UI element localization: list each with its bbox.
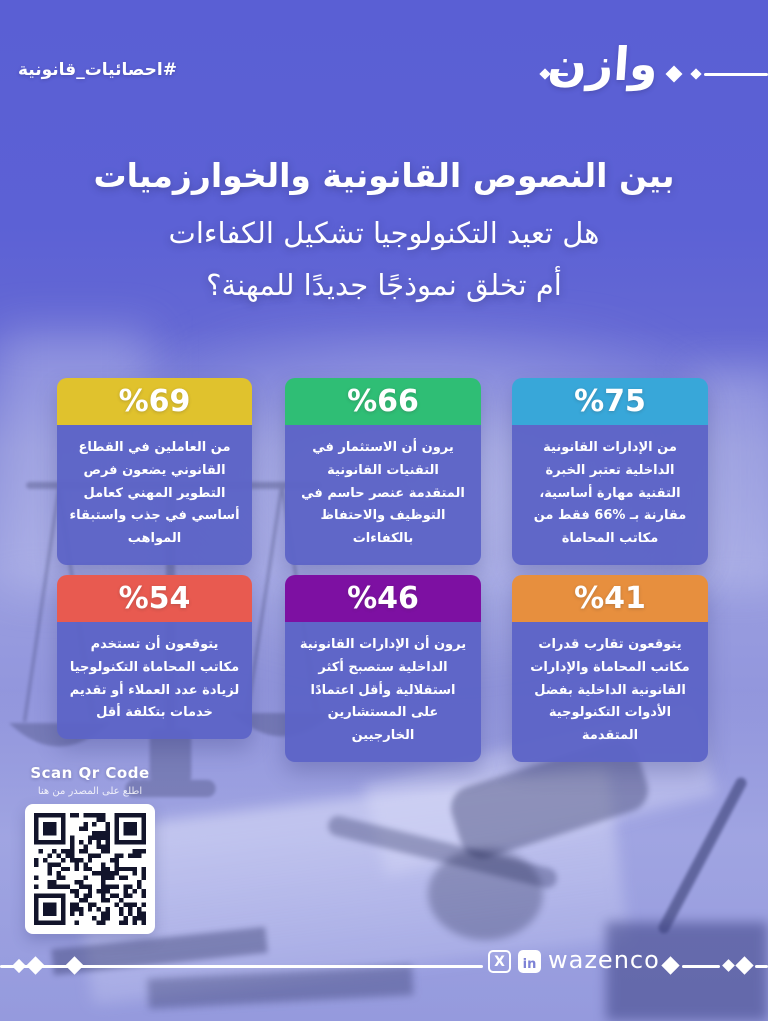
stat-card-41: %41 يتوقعون تقارب قدرات مكاتب المحاماة و… xyxy=(512,575,708,762)
hashtag-label: #احصائيات_قانونية xyxy=(18,60,177,80)
stat-value: %46 xyxy=(285,575,481,622)
stat-value: %69 xyxy=(57,378,252,425)
stat-value: %66 xyxy=(285,378,481,425)
stat-card-66: %66 يرون أن الاستثمار في التقنيات القانو… xyxy=(285,378,481,565)
logo-decoration-diamond xyxy=(665,65,683,83)
stat-description: يرون أن الإدارات القانونية الداخلية ستصب… xyxy=(285,622,481,762)
title-line-1: بين النصوص القانونية والخوارزميات xyxy=(93,156,675,195)
stat-value: %75 xyxy=(512,378,708,425)
poster-title: بين النصوص القانونية والخوارزميات هل تعي… xyxy=(0,156,768,311)
stat-card-69: %69 من العاملين في القطاع القانوني يضعون… xyxy=(57,378,252,565)
qr-title: Scan Qr Code xyxy=(30,764,150,782)
stat-value: %41 xyxy=(512,575,708,622)
logo-decoration-line xyxy=(552,73,568,76)
footer-line xyxy=(682,965,720,968)
social-handle[interactable]: wazenco xyxy=(548,946,660,974)
footer-diamond xyxy=(722,959,735,972)
footer-diamond xyxy=(65,956,84,975)
qr-subtitle: اطلع على المصدر من هنا xyxy=(37,786,143,797)
brand-logo-text: وازن xyxy=(546,37,660,91)
stat-description: من الإدارات القانونية الداخلية تعتبر الخ… xyxy=(512,425,708,565)
qr-code[interactable] xyxy=(25,804,155,934)
title-line-2: هل تعيد التكنولوجيا تشكيل الكفاءات xyxy=(168,216,600,250)
footer-diamond xyxy=(11,958,27,974)
logo-decoration-line xyxy=(704,73,768,76)
stat-description: من العاملين في القطاع القانوني يضعون فرص… xyxy=(57,425,252,565)
footer-diamond xyxy=(735,956,754,975)
stat-value: %54 xyxy=(57,575,252,622)
title-line-3: أم تخلق نموذجًا جديدًا للمهنة؟ xyxy=(206,268,562,302)
stat-card-46: %46 يرون أن الإدارات القانونية الداخلية … xyxy=(285,575,481,762)
linkedin-icon[interactable]: in xyxy=(518,950,541,973)
logo-decoration-diamond xyxy=(690,68,702,80)
stat-card-54: %54 يتوقعون أن تستخدم مكاتب المحاماة الت… xyxy=(57,575,252,739)
stat-description: يتوقعون أن تستخدم مكاتب المحاماة التكنول… xyxy=(57,622,252,739)
footer-diamond xyxy=(26,956,45,975)
stat-description: يرون أن الاستثمار في التقنيات القانونية … xyxy=(285,425,481,565)
stat-description: يتوقعون تقارب قدرات مكاتب المحاماة والإد… xyxy=(512,622,708,762)
footer-line xyxy=(755,965,768,968)
x-twitter-icon[interactable]: X xyxy=(488,950,511,973)
footer-diamond xyxy=(661,956,680,975)
stat-card-75: %75 من الإدارات القانونية الداخلية تعتبر… xyxy=(512,378,708,565)
